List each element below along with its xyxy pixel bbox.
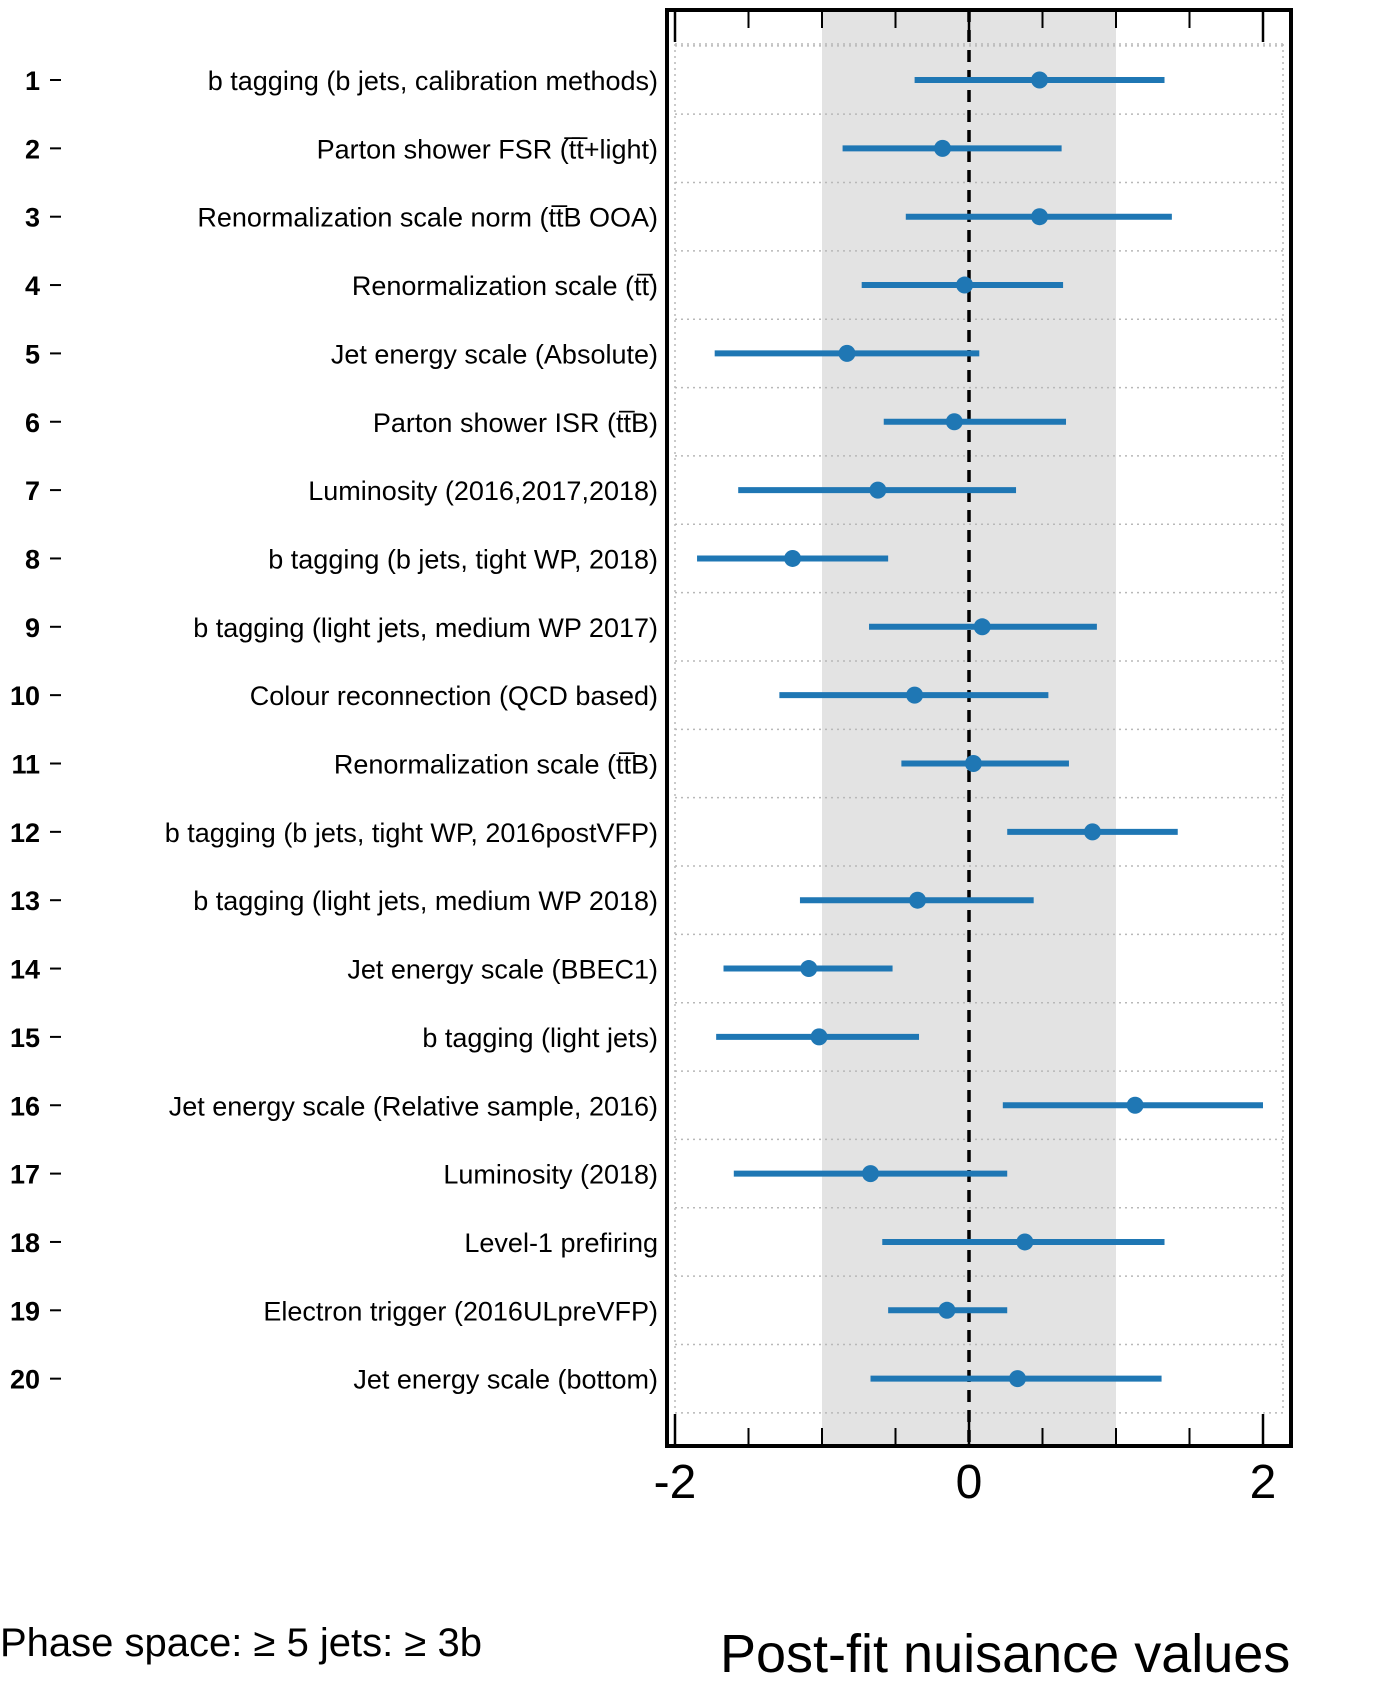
parameter-label: Renormalization scale (tt̅B) — [334, 750, 658, 780]
data-marks — [697, 71, 1263, 1388]
rank-label: 16 — [10, 1091, 40, 1121]
parameter-label: b tagging (light jets, medium WP 2017) — [193, 613, 658, 643]
parameter-label: b tagging (light jets) — [422, 1023, 658, 1053]
rank-label: 8 — [25, 544, 40, 574]
data-point — [964, 755, 982, 772]
parameter-label: Parton shower ISR (tt̅B) — [373, 408, 658, 438]
parameter-label: Luminosity (2018) — [443, 1160, 658, 1190]
data-point — [784, 549, 802, 567]
rank-label: 9 — [25, 613, 40, 643]
rank-label: 10 — [10, 681, 40, 711]
data-point — [1016, 1233, 1034, 1251]
rank-label: 13 — [10, 886, 40, 916]
parameter-label: Jet energy scale (BBEC1) — [347, 955, 658, 985]
x-tick-label: -2 — [654, 1456, 697, 1509]
data-point — [938, 1301, 956, 1319]
parameter-label: Electron trigger (2016ULpreVFP) — [263, 1296, 658, 1326]
data-point — [838, 344, 856, 362]
data-point — [909, 891, 927, 909]
rank-label: 6 — [25, 408, 40, 438]
rank-label: 5 — [25, 339, 40, 369]
rank-label: 12 — [10, 818, 40, 848]
rank-label: 20 — [10, 1365, 40, 1395]
x-tick-label: 2 — [1250, 1456, 1277, 1509]
data-point — [862, 1165, 880, 1183]
data-point — [906, 686, 924, 704]
parameter-label: b tagging (b jets, tight WP, 2018) — [268, 544, 658, 574]
data-point — [810, 1028, 828, 1046]
parameter-label: b tagging (b jets, calibration methods) — [208, 66, 658, 96]
rank-label: 4 — [25, 271, 40, 301]
rank-label: 19 — [10, 1296, 40, 1326]
data-point — [1083, 823, 1101, 841]
data-point — [1009, 1370, 1027, 1388]
one-sigma-band — [822, 10, 1116, 1446]
rank-label: 3 — [25, 203, 40, 233]
data-point — [1126, 1096, 1144, 1114]
data-point — [956, 276, 974, 294]
x-tick-label: 0 — [956, 1456, 983, 1509]
data-point — [1031, 71, 1049, 89]
parameter-label: b tagging (b jets, tight WP, 2016postVFP… — [165, 818, 658, 848]
parameter-label: Jet energy scale (Absolute) — [331, 339, 658, 369]
parameter-label: Parton shower FSR (t̅t̅+light) — [317, 134, 658, 164]
parameter-label: Luminosity (2016,2017,2018) — [308, 476, 658, 506]
rank-label: 18 — [10, 1228, 40, 1258]
parameter-label: Renormalization scale (tt̅) — [352, 271, 658, 301]
rank-label: 7 — [25, 476, 40, 506]
rank-label: 1 — [25, 66, 40, 96]
parameter-labels: 1 b tagging (b jets, calibration methods)… — [10, 66, 658, 1395]
x-axis-title: Post-fit nuisance values — [720, 1624, 1290, 1684]
data-point — [800, 960, 818, 978]
x-axis: -2 0 2 — [654, 12, 1277, 1509]
grid-lines — [674, 43, 1284, 1414]
data-point — [945, 413, 963, 431]
rank-label: 15 — [10, 1023, 40, 1053]
data-point — [869, 481, 887, 499]
data-point — [973, 618, 991, 636]
parameter-label: Level-1 prefiring — [464, 1228, 658, 1258]
rank-label: 2 — [25, 134, 40, 164]
rank-label: 17 — [10, 1160, 40, 1190]
parameter-label: Jet energy scale (bottom) — [353, 1365, 658, 1395]
data-point — [934, 139, 952, 157]
data-point — [1031, 208, 1049, 226]
parameter-label: Jet energy scale (Relative sample, 2016) — [169, 1091, 658, 1121]
rank-label: 11 — [11, 750, 40, 780]
parameter-label: b tagging (light jets, medium WP 2018) — [193, 886, 658, 916]
parameter-label: Renormalization scale norm (tt̅B OOA) — [197, 203, 658, 233]
rank-label: 14 — [10, 955, 40, 985]
phase-space-annotation: Phase space: ≥ 5 jets: ≥ 3b — [0, 1621, 482, 1665]
plot-frame — [665, 8, 1293, 1448]
parameter-label: Colour reconnection (QCD based) — [250, 681, 658, 711]
